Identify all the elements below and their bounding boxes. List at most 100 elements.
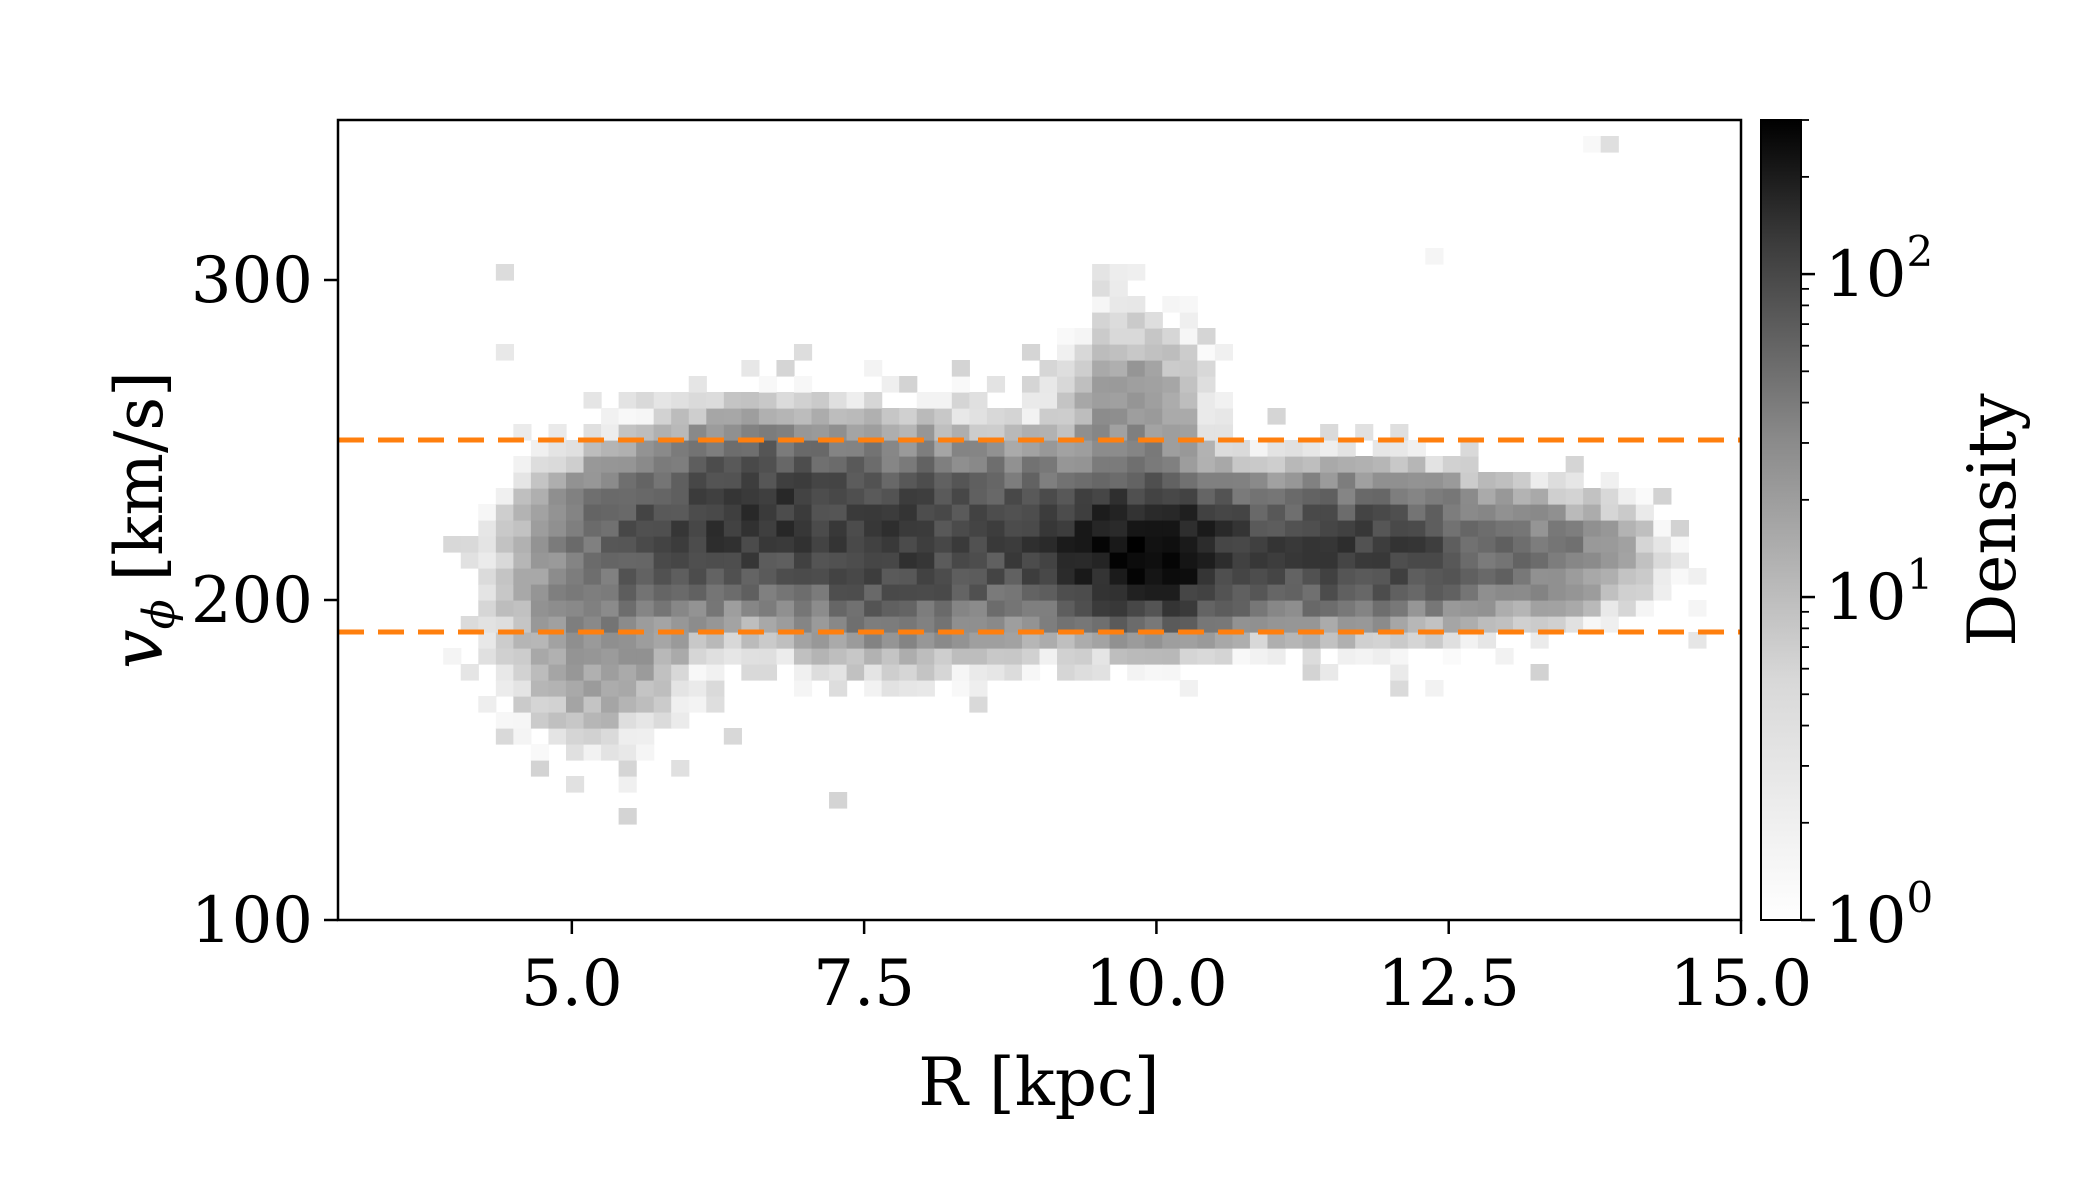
- heatmap-cell: [1214, 648, 1234, 665]
- heatmap-cell: [1214, 504, 1234, 521]
- heatmap-cell: [1144, 568, 1163, 585]
- heatmap-cell: [1513, 520, 1532, 537]
- heatmap-cell: [986, 488, 1006, 505]
- heatmap-cell: [881, 520, 900, 537]
- heatmap-cell: [1109, 264, 1128, 281]
- heatmap-cell: [1232, 440, 1251, 457]
- svg-text:vϕ[km/s]: vϕ [km/s]: [97, 371, 185, 669]
- heatmap-cell: [1460, 536, 1479, 553]
- heatmap-cell: [1530, 504, 1549, 521]
- heatmap-cell: [1162, 296, 1181, 313]
- heatmap-cell: [829, 568, 848, 585]
- heatmap-cell: [934, 424, 953, 441]
- heatmap-cell: [1162, 552, 1181, 569]
- heatmap-cell: [1074, 648, 1093, 665]
- heatmap-cell: [636, 456, 655, 473]
- heatmap-cell: [565, 744, 585, 761]
- heatmap-cell: [1548, 520, 1567, 537]
- heatmap-cell: [1600, 504, 1619, 521]
- heatmap-cell: [1565, 552, 1584, 569]
- heatmap-cell: [513, 632, 532, 649]
- heatmap-cell: [671, 536, 690, 553]
- heatmap-cell: [1232, 616, 1251, 633]
- plot-frame: [336, 118, 1743, 922]
- heatmap-cell: [1127, 376, 1146, 393]
- heatmap-cell: [1092, 472, 1111, 489]
- heatmap-cell: [1092, 536, 1111, 553]
- heatmap-cell: [1109, 456, 1128, 473]
- heatmap-cell: [1390, 472, 1409, 489]
- heatmap-cell: [793, 584, 813, 601]
- heatmap-cell: [653, 392, 672, 409]
- heatmap-cell: [1390, 456, 1409, 473]
- heatmap-cell: [846, 600, 865, 617]
- heatmap-cell: [1372, 504, 1391, 521]
- heatmap-cell: [1074, 616, 1093, 633]
- heatmap-cell: [671, 424, 690, 441]
- heatmap-cell: [601, 728, 620, 745]
- heatmap-cell: [688, 680, 707, 697]
- heatmap-cell: [776, 456, 795, 473]
- heatmap-cell: [1039, 520, 1058, 537]
- heatmap-cell: [1600, 568, 1619, 585]
- heatmap-cell: [758, 568, 778, 585]
- heatmap-cell: [864, 616, 883, 633]
- heatmap-cell: [1390, 488, 1409, 505]
- heatmap-cell: [811, 440, 830, 457]
- heatmap-cell: [1302, 600, 1321, 617]
- heatmap-cell: [1337, 584, 1356, 601]
- heatmap-cell: [618, 600, 637, 617]
- heatmap-cell: [618, 728, 637, 745]
- heatmap-cell: [1320, 488, 1339, 505]
- heatmap-cell: [793, 488, 813, 505]
- heatmap-cell: [601, 616, 620, 633]
- heatmap-cell: [1179, 648, 1198, 665]
- heatmap-cell: [1425, 568, 1444, 585]
- heatmap-cell: [881, 680, 900, 697]
- heatmap-cell: [1021, 472, 1041, 489]
- heatmap-cell: [986, 632, 1006, 649]
- heatmap-cell: [530, 664, 550, 681]
- heatmap-cell: [1039, 440, 1058, 457]
- heatmap-cell: [1267, 536, 1286, 553]
- heatmap-cell: [1162, 616, 1181, 633]
- heatmap-cell: [1144, 632, 1163, 649]
- heatmap-cell: [1057, 328, 1076, 345]
- heatmap-cell: [776, 648, 795, 665]
- reference-lines: [338, 437, 1741, 635]
- heatmap-cell: [1372, 488, 1391, 505]
- heatmap-cell: [1179, 472, 1198, 489]
- colorbar-tick-label: 100: [1825, 873, 1933, 958]
- heatmap-cell: [758, 552, 778, 569]
- heatmap-cell: [1074, 328, 1093, 345]
- colorbar-ticks: 100 101 102: [1801, 119, 1933, 958]
- heatmap-cell: [530, 696, 550, 713]
- heatmap-cell: [618, 808, 637, 825]
- colorbar: [1760, 119, 1802, 921]
- heatmap-cell: [688, 664, 707, 681]
- heatmap-cell: [583, 520, 602, 537]
- heatmap-cell: [653, 568, 672, 585]
- heatmap-cell: [723, 616, 742, 633]
- heatmap-cell: [1249, 456, 1269, 473]
- heatmap-cell: [758, 520, 778, 537]
- heatmap-cell: [864, 584, 883, 601]
- heatmap-cell: [565, 776, 585, 793]
- heatmap-cell: [706, 488, 725, 505]
- heatmap-cell: [548, 520, 567, 537]
- heatmap-cell: [1197, 616, 1216, 633]
- heatmap-cell: [1092, 328, 1111, 345]
- heatmap-cell: [636, 568, 655, 585]
- x-tick-label: 12.5: [1377, 947, 1520, 1021]
- heatmap-cell: [1460, 632, 1479, 649]
- heatmap-cell: [1337, 552, 1356, 569]
- heatmap-cell: [1162, 664, 1181, 681]
- heatmap-cell: [688, 648, 707, 665]
- colorbar-tick-label: 101: [1825, 550, 1933, 635]
- heatmap-cell: [1320, 552, 1339, 569]
- heatmap-cell: [1302, 568, 1321, 585]
- heatmap-cell: [1109, 472, 1128, 489]
- heatmap-cell: [653, 696, 672, 713]
- heatmap-cell: [1144, 456, 1163, 473]
- heatmap-cell: [1249, 440, 1269, 457]
